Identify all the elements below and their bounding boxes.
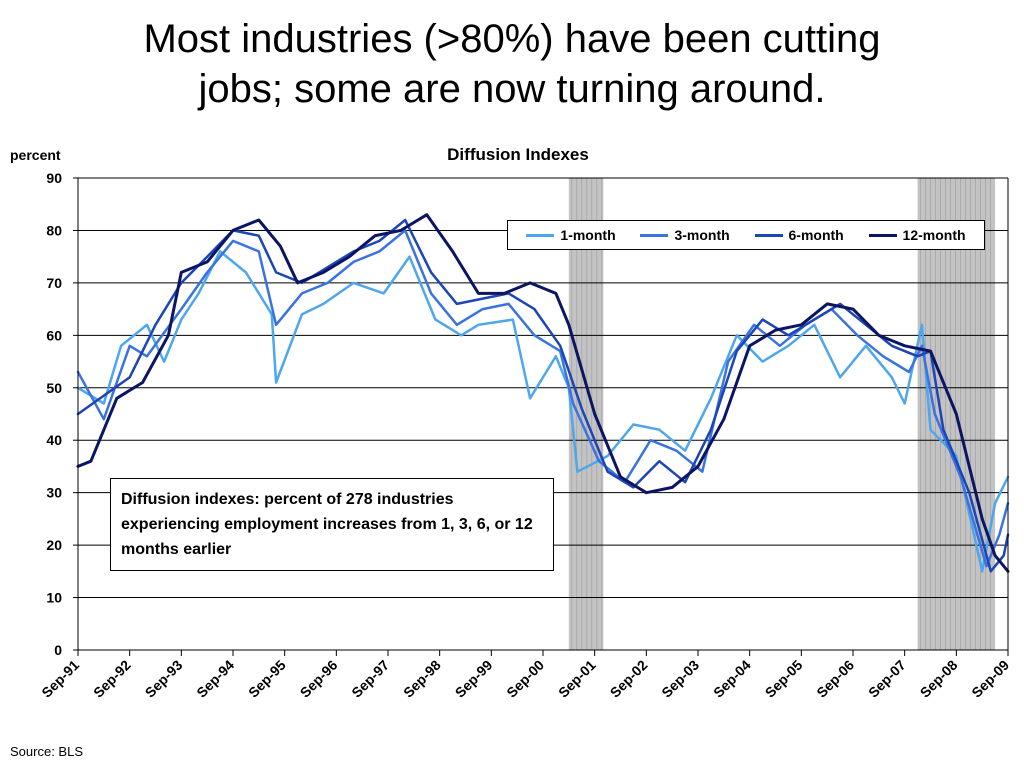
chart-legend: 1-month 3-month 6-month 12-month — [507, 220, 985, 250]
x-tick-label: Sep-07 — [865, 657, 909, 701]
legend-label-12-month: 12-month — [902, 227, 966, 243]
slide-title-line-1: Most industries (>80%) have been cutting — [143, 17, 881, 61]
legend-swatch-12-month — [868, 233, 897, 237]
y-tick-label: 50 — [46, 380, 62, 396]
legend-item-6-month: 6-month — [754, 227, 844, 243]
x-tick-label: Sep-06 — [813, 657, 857, 701]
y-tick-label: 30 — [46, 485, 62, 501]
x-tick-label: Sep-93 — [142, 657, 186, 701]
series-lines — [76, 213, 1010, 573]
x-tick-label: Sep-01 — [555, 657, 599, 701]
x-tick-label: Sep-98 — [400, 657, 444, 701]
legend-label-3-month: 3-month — [674, 227, 730, 243]
legend-item-12-month: 12-month — [868, 227, 966, 243]
x-tick-label: Sep-05 — [762, 657, 806, 701]
x-tick-label: Sep-94 — [193, 657, 237, 701]
x-tick-label: Sep-92 — [90, 657, 134, 701]
y-tick-label: 90 — [46, 170, 62, 186]
legend-item-3-month: 3-month — [640, 227, 730, 243]
y-tick-label: 80 — [46, 222, 62, 238]
chart-title: Diffusion Indexes — [447, 145, 589, 164]
legend-item-1-month: 1-month — [526, 227, 616, 243]
legend-swatch-3-month — [640, 233, 669, 237]
y-tick-label: 0 — [54, 642, 62, 658]
x-tick-label: Sep-08 — [917, 657, 961, 701]
slide-title-line-2: jobs; some are now turning around. — [198, 67, 826, 111]
legend-label-6-month: 6-month — [788, 227, 844, 243]
x-tick-label: Sep-95 — [245, 657, 289, 701]
source-note: Source: BLS — [10, 744, 83, 759]
x-tick-label: Sep-09 — [968, 657, 1012, 701]
y-axis-label: percent — [10, 147, 61, 163]
y-tick-label: 10 — [46, 590, 62, 606]
x-tick-label: Sep-97 — [348, 657, 392, 701]
x-tick-label: Sep-96 — [297, 657, 341, 701]
note-box: Diffusion indexes: percent of 278 indust… — [110, 478, 554, 571]
series-line-3-month — [76, 229, 1010, 568]
x-tick-label: Sep-00 — [503, 657, 547, 701]
recession-band — [568, 178, 604, 650]
x-tick-label: Sep-02 — [607, 657, 651, 701]
x-tick-label: Sep-99 — [452, 657, 496, 701]
x-tick-label: Sep-04 — [710, 657, 754, 701]
y-tick-label: 60 — [46, 327, 62, 343]
slide-title: Most industries (>80%) have been cutting… — [0, 14, 1024, 114]
y-tick-label: 40 — [46, 432, 62, 448]
legend-swatch-6-month — [754, 233, 783, 237]
legend-label-1-month: 1-month — [560, 227, 616, 243]
series-line-6-month — [76, 218, 1010, 573]
y-tick-label: 20 — [46, 537, 62, 553]
x-tick-label: Sep-91 — [38, 657, 82, 701]
y-tick-label: 70 — [46, 275, 62, 291]
series-line-1-month — [76, 250, 1010, 573]
legend-swatch-1-month — [526, 233, 555, 237]
series-line-12-month — [76, 213, 1010, 573]
x-tick-label: Sep-03 — [658, 657, 702, 701]
